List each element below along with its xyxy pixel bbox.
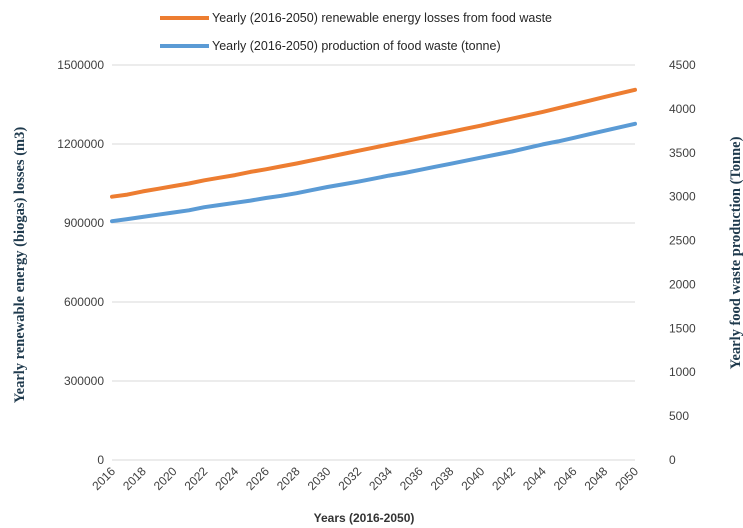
left-y-tick-label: 0: [97, 453, 104, 467]
right-y-tick-label: 1000: [669, 365, 696, 379]
right-y-axis-title: Yearly food waste production (Tonne): [728, 136, 743, 369]
x-tick-label: 2028: [274, 464, 303, 493]
x-tick-label: 2018: [120, 464, 149, 493]
right-y-tick-label: 3500: [669, 146, 696, 160]
x-tick-label: 2044: [520, 464, 549, 493]
x-tick-label: 2036: [397, 464, 426, 493]
x-tick-label: 2046: [551, 464, 580, 493]
left-y-tick-label: 1500000: [57, 58, 104, 72]
x-tick-label: 2038: [428, 464, 457, 493]
x-tick-label: 2022: [182, 464, 211, 493]
right-y-tick-label: 2000: [669, 277, 696, 291]
x-tick-label: 2050: [612, 464, 641, 493]
x-tick-label: 2026: [243, 464, 272, 493]
gridlines: [112, 64, 635, 461]
right-y-tick-label: 0: [669, 453, 676, 467]
x-tick-label: 2024: [212, 464, 241, 493]
right-y-tick-label: 4000: [669, 102, 696, 116]
x-tick-label: 2040: [459, 464, 488, 493]
right-y-axis-ticks: 0 500 1000 1500 2000 2500 3000 3500 4000 4500: [669, 58, 696, 467]
left-y-axis-ticks: 0 300000 600000 900000 1200000 1500000: [57, 58, 104, 467]
x-tick-label: 2042: [489, 464, 518, 493]
right-y-tick-label: 4500: [669, 58, 696, 72]
left-y-axis-title: Yearly renewable energy (biogas) losses …: [12, 127, 28, 404]
x-tick-label: 2048: [582, 464, 611, 493]
x-tick-label: 2030: [305, 464, 334, 493]
x-tick-label: 2034: [366, 464, 395, 493]
right-y-tick-label: 500: [669, 409, 689, 423]
left-y-tick-label: 1200000: [57, 137, 104, 151]
x-tick-label: 2016: [89, 464, 118, 493]
x-tick-label: 2032: [335, 464, 364, 493]
x-axis-ticks: 2016 2018 2020 2022 2024 2026 2028 2030 2032 2034…: [89, 464, 641, 493]
series-line-2: [110, 121, 637, 224]
right-y-tick-label: 2500: [669, 234, 696, 248]
x-tick-label: 2020: [151, 464, 180, 493]
legend-label-1: Yearly (2016-2050) renewable energy loss…: [212, 11, 552, 25]
right-y-tick-label: 3000: [669, 190, 696, 204]
legend-label-2: Yearly (2016-2050) production of food wa…: [212, 39, 501, 53]
legend: Yearly (2016-2050) renewable energy loss…: [160, 11, 552, 53]
left-y-tick-label: 600000: [64, 295, 104, 309]
series-lines: [110, 87, 637, 224]
right-y-tick-label: 1500: [669, 321, 696, 335]
x-axis-title: Years (2016-2050): [314, 511, 415, 525]
series-line-1: [110, 87, 637, 199]
left-y-tick-label: 900000: [64, 216, 104, 230]
left-y-tick-label: 300000: [64, 374, 104, 388]
